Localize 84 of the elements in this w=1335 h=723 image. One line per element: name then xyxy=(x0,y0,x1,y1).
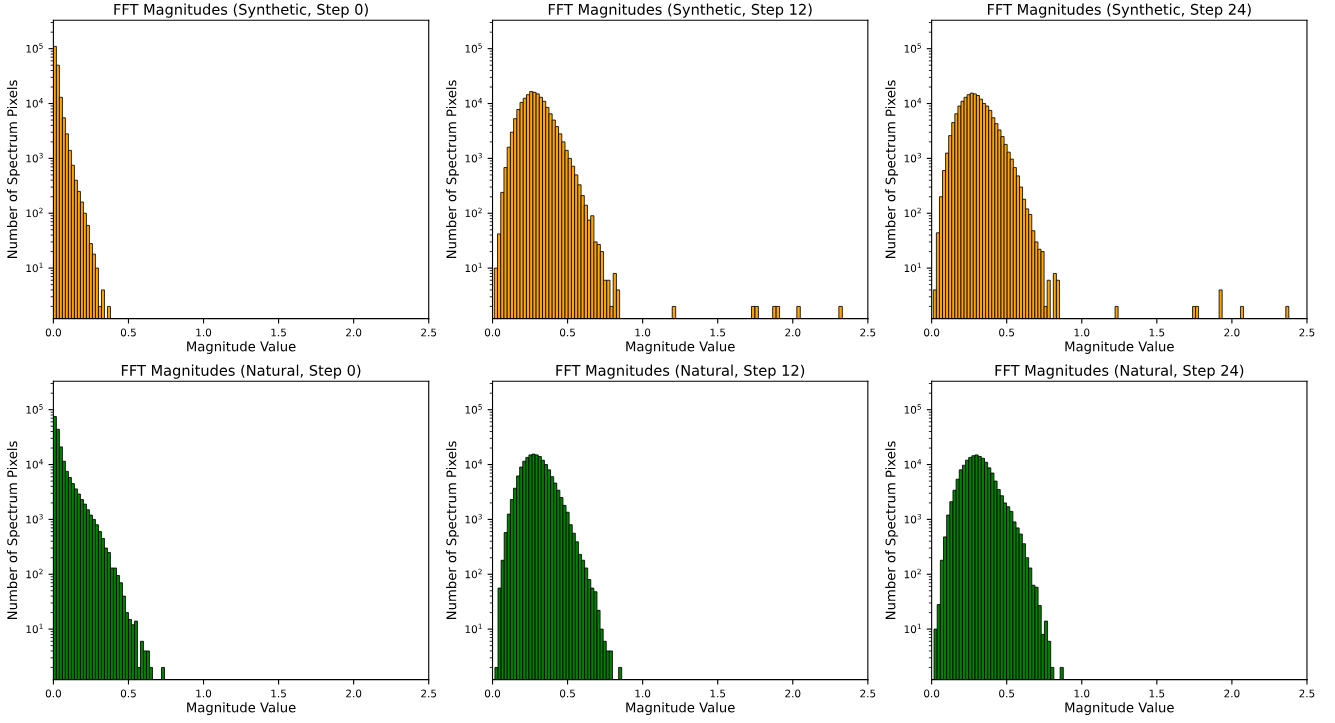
x-tick-label: 2.0 xyxy=(785,689,801,698)
y-tick-label: 10$^{4}$ xyxy=(26,459,43,469)
y-tick-label: 10$^{3}$ xyxy=(904,513,921,524)
x-tick-label: 0.0 xyxy=(45,328,61,337)
y-axis-title: Number of Spectrum Pixels xyxy=(885,80,899,258)
y-tick-label: 10$^{5}$ xyxy=(26,404,43,414)
x-axis-title: Magnitude Value xyxy=(626,702,735,715)
x-tick-label: 0.0 xyxy=(924,689,940,698)
x-tick-label: 0.5 xyxy=(120,328,136,337)
y-tick-label: 10$^{1}$ xyxy=(465,262,482,273)
x-tick-label: 2.5 xyxy=(860,328,876,337)
x-tick-label: 2.5 xyxy=(860,689,876,698)
x-axis-title: Magnitude Value xyxy=(1065,702,1174,715)
x-tick-label: 0.5 xyxy=(999,328,1015,337)
y-tick-label: 10$^{1}$ xyxy=(26,262,43,273)
y-tick-label: 10$^{5}$ xyxy=(465,404,482,414)
x-tick-label: 2.5 xyxy=(421,689,437,698)
y-tick-label: 10$^{4}$ xyxy=(904,98,922,108)
y-axis-title: Number of Spectrum Pixels xyxy=(446,80,459,258)
x-tick-label: 1.5 xyxy=(271,328,286,337)
y-tick-label: 10$^{3}$ xyxy=(26,513,43,524)
x-tick-label: 1.0 xyxy=(1074,328,1090,337)
x-axis-title: Magnitude Value xyxy=(626,341,735,354)
y-tick-label: 10$^{3}$ xyxy=(465,513,482,524)
x-tick-label: 1.0 xyxy=(196,689,212,698)
y-tick-label: 10$^{4}$ xyxy=(904,459,922,469)
x-tick-label: 1.5 xyxy=(710,328,726,337)
chart-title: FFT Magnitudes (Synthetic, Step 12) xyxy=(548,3,812,18)
x-tick-label: 2.0 xyxy=(1224,689,1240,698)
y-tick-label: 10$^{5}$ xyxy=(26,43,43,53)
x-tick-label: 2.5 xyxy=(421,328,437,337)
x-tick-label: 0.5 xyxy=(999,689,1015,698)
y-tick-label: 10$^{3}$ xyxy=(26,152,43,163)
x-tick-label: 1.0 xyxy=(196,328,212,337)
y-tick-label: 10$^{1}$ xyxy=(465,623,482,634)
chart-title: FFT Magnitudes (Natural, Step 12) xyxy=(556,364,805,379)
chart-title: FFT Magnitudes (Synthetic, Step 0) xyxy=(114,3,368,18)
y-tick-label: 10$^{2}$ xyxy=(26,207,43,218)
y-tick-label: 10$^{5}$ xyxy=(904,404,921,414)
y-tick-label: 10$^{3}$ xyxy=(465,152,482,163)
x-tick-label: 2.0 xyxy=(346,689,362,698)
x-tick-label: 0.0 xyxy=(484,328,501,337)
y-tick-label: 10$^{4}$ xyxy=(465,459,483,469)
x-tick-label: 2.5 xyxy=(1299,328,1315,337)
x-tick-label: 0.5 xyxy=(120,689,136,698)
x-tick-label: 1.5 xyxy=(1149,689,1165,698)
y-tick-label: 10$^{2}$ xyxy=(465,207,482,218)
y-tick-label: 10$^{2}$ xyxy=(904,207,921,218)
x-tick-label: 2.5 xyxy=(1299,689,1315,698)
chart-title: FFT Magnitudes (Synthetic, Step 24) xyxy=(988,3,1251,18)
chart-title: FFT Magnitudes (Natural, Step 0) xyxy=(121,364,361,379)
x-tick-label: 0.0 xyxy=(45,689,61,698)
y-tick-label: 10$^{4}$ xyxy=(26,98,43,108)
x-tick-label: 2.0 xyxy=(1224,328,1240,337)
y-axis-title: Number of Spectrum Pixels xyxy=(7,441,20,619)
x-tick-label: 2.0 xyxy=(785,328,801,337)
y-tick-label: 10$^{4}$ xyxy=(465,98,483,108)
x-tick-label: 1.5 xyxy=(710,689,726,698)
x-tick-label: 1.0 xyxy=(1074,689,1090,698)
y-tick-label: 10$^{1}$ xyxy=(26,623,43,634)
y-tick-label: 10$^{1}$ xyxy=(904,262,921,273)
x-tick-label: 2.0 xyxy=(346,328,362,337)
y-tick-label: 10$^{2}$ xyxy=(465,568,482,579)
y-tick-label: 10$^{3}$ xyxy=(904,152,921,163)
y-axis-title: Number of Spectrum Pixels xyxy=(7,80,20,258)
x-tick-label: 1.0 xyxy=(635,689,651,698)
x-axis-title: Magnitude Value xyxy=(1065,341,1174,354)
x-tick-label: 1.0 xyxy=(635,328,651,337)
x-tick-label: 0.5 xyxy=(559,328,575,337)
x-axis-title: Magnitude Value xyxy=(187,341,296,354)
y-axis-title: Number of Spectrum Pixels xyxy=(885,441,899,619)
x-tick-label: 0.0 xyxy=(924,328,940,337)
x-tick-label: 0.5 xyxy=(559,689,575,698)
x-tick-label: 1.5 xyxy=(1149,328,1165,337)
y-tick-label: 10$^{1}$ xyxy=(904,623,921,634)
chart-title: FFT Magnitudes (Natural, Step 24) xyxy=(995,364,1244,379)
y-axis-title: Number of Spectrum Pixels xyxy=(446,441,459,619)
y-tick-label: 10$^{5}$ xyxy=(465,43,482,53)
x-tick-label: 0.0 xyxy=(484,689,501,698)
x-tick-label: 1.5 xyxy=(271,689,286,698)
y-tick-label: 10$^{2}$ xyxy=(904,568,921,579)
x-axis-title: Magnitude Value xyxy=(187,702,296,715)
y-tick-label: 10$^{5}$ xyxy=(904,43,921,53)
y-tick-label: 10$^{2}$ xyxy=(26,568,43,579)
